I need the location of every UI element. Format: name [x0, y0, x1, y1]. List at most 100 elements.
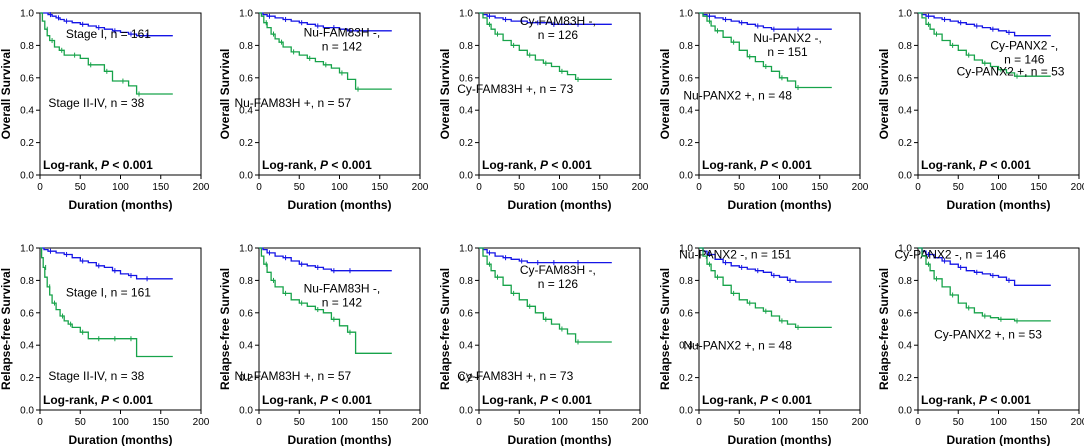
km-panel-overall-4: 0 50 100 150 200 0.0 0.2 0.4 0.6 0.8 1.0 Duration (… — [658, 9, 869, 213]
y-tick-label: 0.8 — [459, 276, 473, 287]
y-tick-label: 0.6 — [239, 308, 253, 319]
x-axis-title: Duration (months) — [288, 198, 392, 212]
x-tick-label: 200 — [852, 182, 869, 193]
series-label: Cy-PANX2 -, — [990, 38, 1058, 52]
y-tick-label: 0.8 — [898, 276, 912, 287]
y-tick-label: 0.8 — [898, 41, 912, 52]
log-rank-stat: Log-rank, P < 0.001 — [921, 158, 1031, 172]
y-tick-label: 0.6 — [459, 73, 473, 84]
series-label: Stage II-IV, n = 38 — [48, 96, 144, 110]
log-rank-stat: Log-rank, P < 0.001 — [262, 158, 372, 172]
y-tick-label: 0.4 — [459, 341, 473, 352]
series-label: Nu-PANX2 -, — [753, 31, 821, 45]
x-tick-label: 50 — [294, 182, 306, 193]
x-tick-label: 200 — [1071, 417, 1084, 428]
y-tick-label: 0.4 — [20, 341, 34, 352]
y-tick-label: 0.6 — [20, 308, 34, 319]
x-tick-label: 0 — [37, 417, 43, 428]
series-label: Cy-FAM83H -, — [520, 263, 596, 277]
x-tick-label: 100 — [112, 417, 129, 428]
plot-frame — [258, 247, 421, 411]
x-axis-title: Duration (months) — [69, 433, 173, 446]
x-axis-title: Duration (months) — [947, 433, 1051, 446]
km-curve-low-risk — [918, 247, 1051, 286]
y-tick-label: 0.2 — [898, 138, 912, 149]
y-axis-title: Relapse-free Survival — [438, 268, 452, 390]
x-tick-label: 0 — [256, 417, 262, 428]
y-tick-label: 0.4 — [679, 341, 693, 352]
y-tick-label: 0.0 — [239, 406, 253, 417]
x-tick-label: 100 — [112, 182, 129, 193]
x-tick-label: 200 — [412, 182, 429, 193]
y-tick-label: 0.4 — [898, 106, 912, 117]
x-tick-label: 100 — [331, 182, 348, 193]
series-label-n: n = 151 — [767, 45, 808, 59]
x-tick-label: 50 — [953, 182, 965, 193]
x-tick-label: 200 — [852, 417, 869, 428]
x-tick-label: 200 — [1071, 182, 1084, 193]
km-panel-overall-3: 0 50 100 150 200 0.0 0.2 0.4 0.6 0.8 1.0 Duration (… — [438, 9, 649, 213]
km-curve-low-risk — [259, 247, 392, 272]
series-label: Nu-FAM83H -, — [304, 282, 381, 296]
km-panel-overall-5: 0 50 100 150 200 0.0 0.2 0.4 0.6 0.8 1.0 Duration (… — [877, 9, 1084, 213]
x-tick-label: 150 — [1030, 182, 1047, 193]
series-label: Nu-FAM83H -, — [304, 25, 381, 39]
x-tick-label: 50 — [514, 182, 526, 193]
x-tick-label: 100 — [990, 182, 1007, 193]
km-curve-high-risk — [259, 12, 392, 90]
x-tick-label: 0 — [476, 417, 482, 428]
series-label: Nu-FAM83H +, n = 57 — [234, 96, 351, 110]
x-axis-title: Duration (months) — [728, 433, 832, 446]
km-curve-high-risk — [259, 247, 392, 354]
km-curve-high-risk — [40, 12, 173, 95]
x-tick-label: 150 — [811, 417, 828, 428]
x-tick-label: 150 — [1030, 417, 1047, 428]
x-tick-label: 100 — [551, 182, 568, 193]
x-tick-label: 0 — [915, 182, 921, 193]
y-tick-label: 0.0 — [679, 171, 693, 182]
km-curve-low-risk — [918, 12, 1051, 37]
series-label: Stage I, n = 161 — [66, 27, 151, 41]
y-tick-label: 0.4 — [20, 106, 34, 117]
y-axis-title: Relapse-free Survival — [0, 268, 13, 390]
x-tick-label: 50 — [953, 417, 965, 428]
log-rank-stat: Log-rank, P < 0.001 — [702, 393, 812, 407]
km-panel-overall-1: 0 50 100 150 200 0.0 0.2 0.4 0.6 0.8 1.0 Duration (… — [0, 9, 210, 213]
y-tick-label: 0.0 — [459, 171, 473, 182]
x-axis-title: Duration (months) — [288, 433, 392, 446]
log-rank-stat: Log-rank, P < 0.001 — [702, 158, 812, 172]
plot-frame — [698, 247, 861, 411]
y-tick-label: 0.8 — [239, 41, 253, 52]
x-axis-title: Duration (months) — [947, 198, 1051, 212]
y-tick-label: 0.2 — [239, 373, 253, 384]
series-label: Cy-PANX2 +, n = 53 — [957, 64, 1065, 78]
km-curve-low-risk — [699, 247, 832, 283]
x-tick-label: 100 — [990, 417, 1007, 428]
km-panel-relapse-2: 0 50 100 150 200 0.0 0.2 0.4 0.6 0.8 1.0 Duration (… — [218, 244, 429, 446]
log-rank-stat: Log-rank, P < 0.001 — [482, 158, 592, 172]
x-tick-label: 150 — [152, 417, 169, 428]
y-axis-title: Relapse-free Survival — [658, 268, 672, 390]
x-tick-label: 200 — [193, 182, 210, 193]
y-tick-label: 0.8 — [20, 41, 34, 52]
y-tick-label: 0.6 — [679, 73, 693, 84]
y-axis-title: Overall Survival — [658, 49, 672, 140]
x-tick-label: 0 — [37, 182, 43, 193]
y-tick-label: 0.6 — [20, 73, 34, 84]
y-tick-label: 0.6 — [239, 73, 253, 84]
y-tick-label: 0.2 — [898, 373, 912, 384]
series-label: Cy-PANX2 +, n = 53 — [934, 328, 1042, 342]
km-panel-relapse-4: 0 50 100 150 200 0.0 0.2 0.4 0.6 0.8 1.0 Duration (… — [658, 244, 869, 446]
y-tick-label: 0.0 — [239, 171, 253, 182]
y-tick-label: 1.0 — [20, 244, 34, 255]
x-tick-label: 150 — [591, 417, 608, 428]
x-tick-label: 150 — [591, 182, 608, 193]
series-label-n: n = 142 — [322, 296, 363, 310]
y-tick-label: 0.2 — [459, 373, 473, 384]
km-curve-high-risk — [699, 12, 832, 89]
y-tick-label: 0.4 — [898, 341, 912, 352]
x-tick-label: 200 — [632, 417, 649, 428]
x-axis-title: Duration (months) — [508, 433, 612, 446]
y-tick-label: 1.0 — [679, 9, 693, 20]
